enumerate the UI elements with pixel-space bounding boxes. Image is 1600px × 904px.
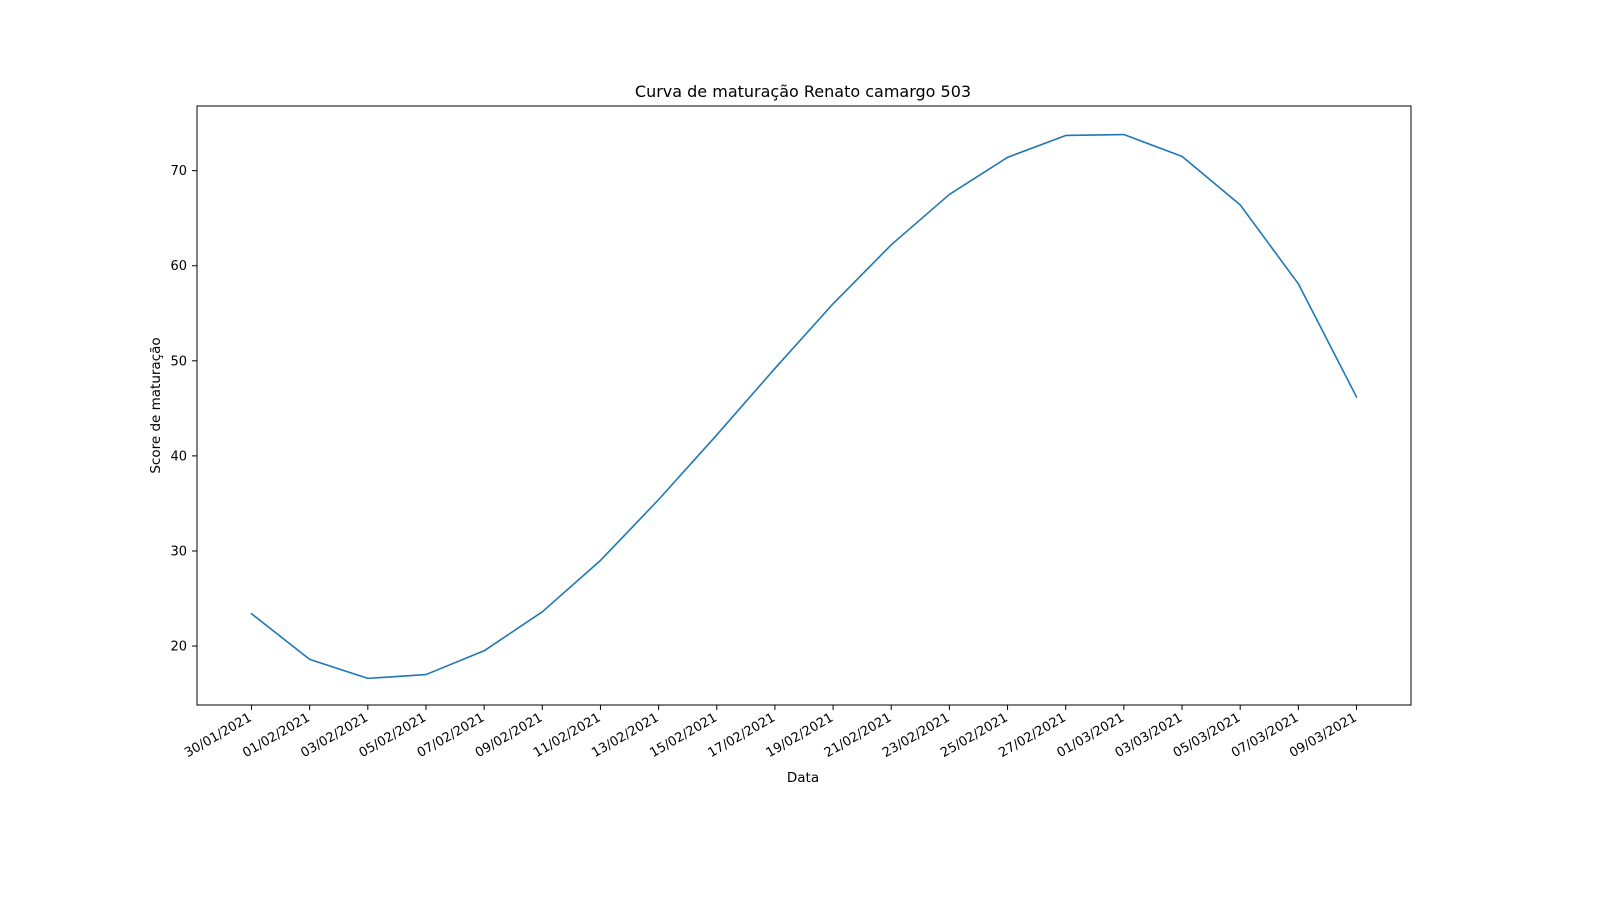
y-tick-label: 30: [170, 544, 187, 559]
y-tick-label: 50: [170, 354, 187, 369]
y-tick-label: 40: [170, 449, 187, 464]
y-tick-label: 20: [170, 640, 187, 655]
chart-title: Curva de maturação Renato camargo 503: [635, 82, 971, 101]
y-axis-label: Score de maturação: [148, 337, 164, 473]
x-axis-label: Data: [787, 770, 819, 786]
y-tick-label: 60: [170, 259, 187, 274]
y-tick-label: 70: [170, 164, 187, 179]
